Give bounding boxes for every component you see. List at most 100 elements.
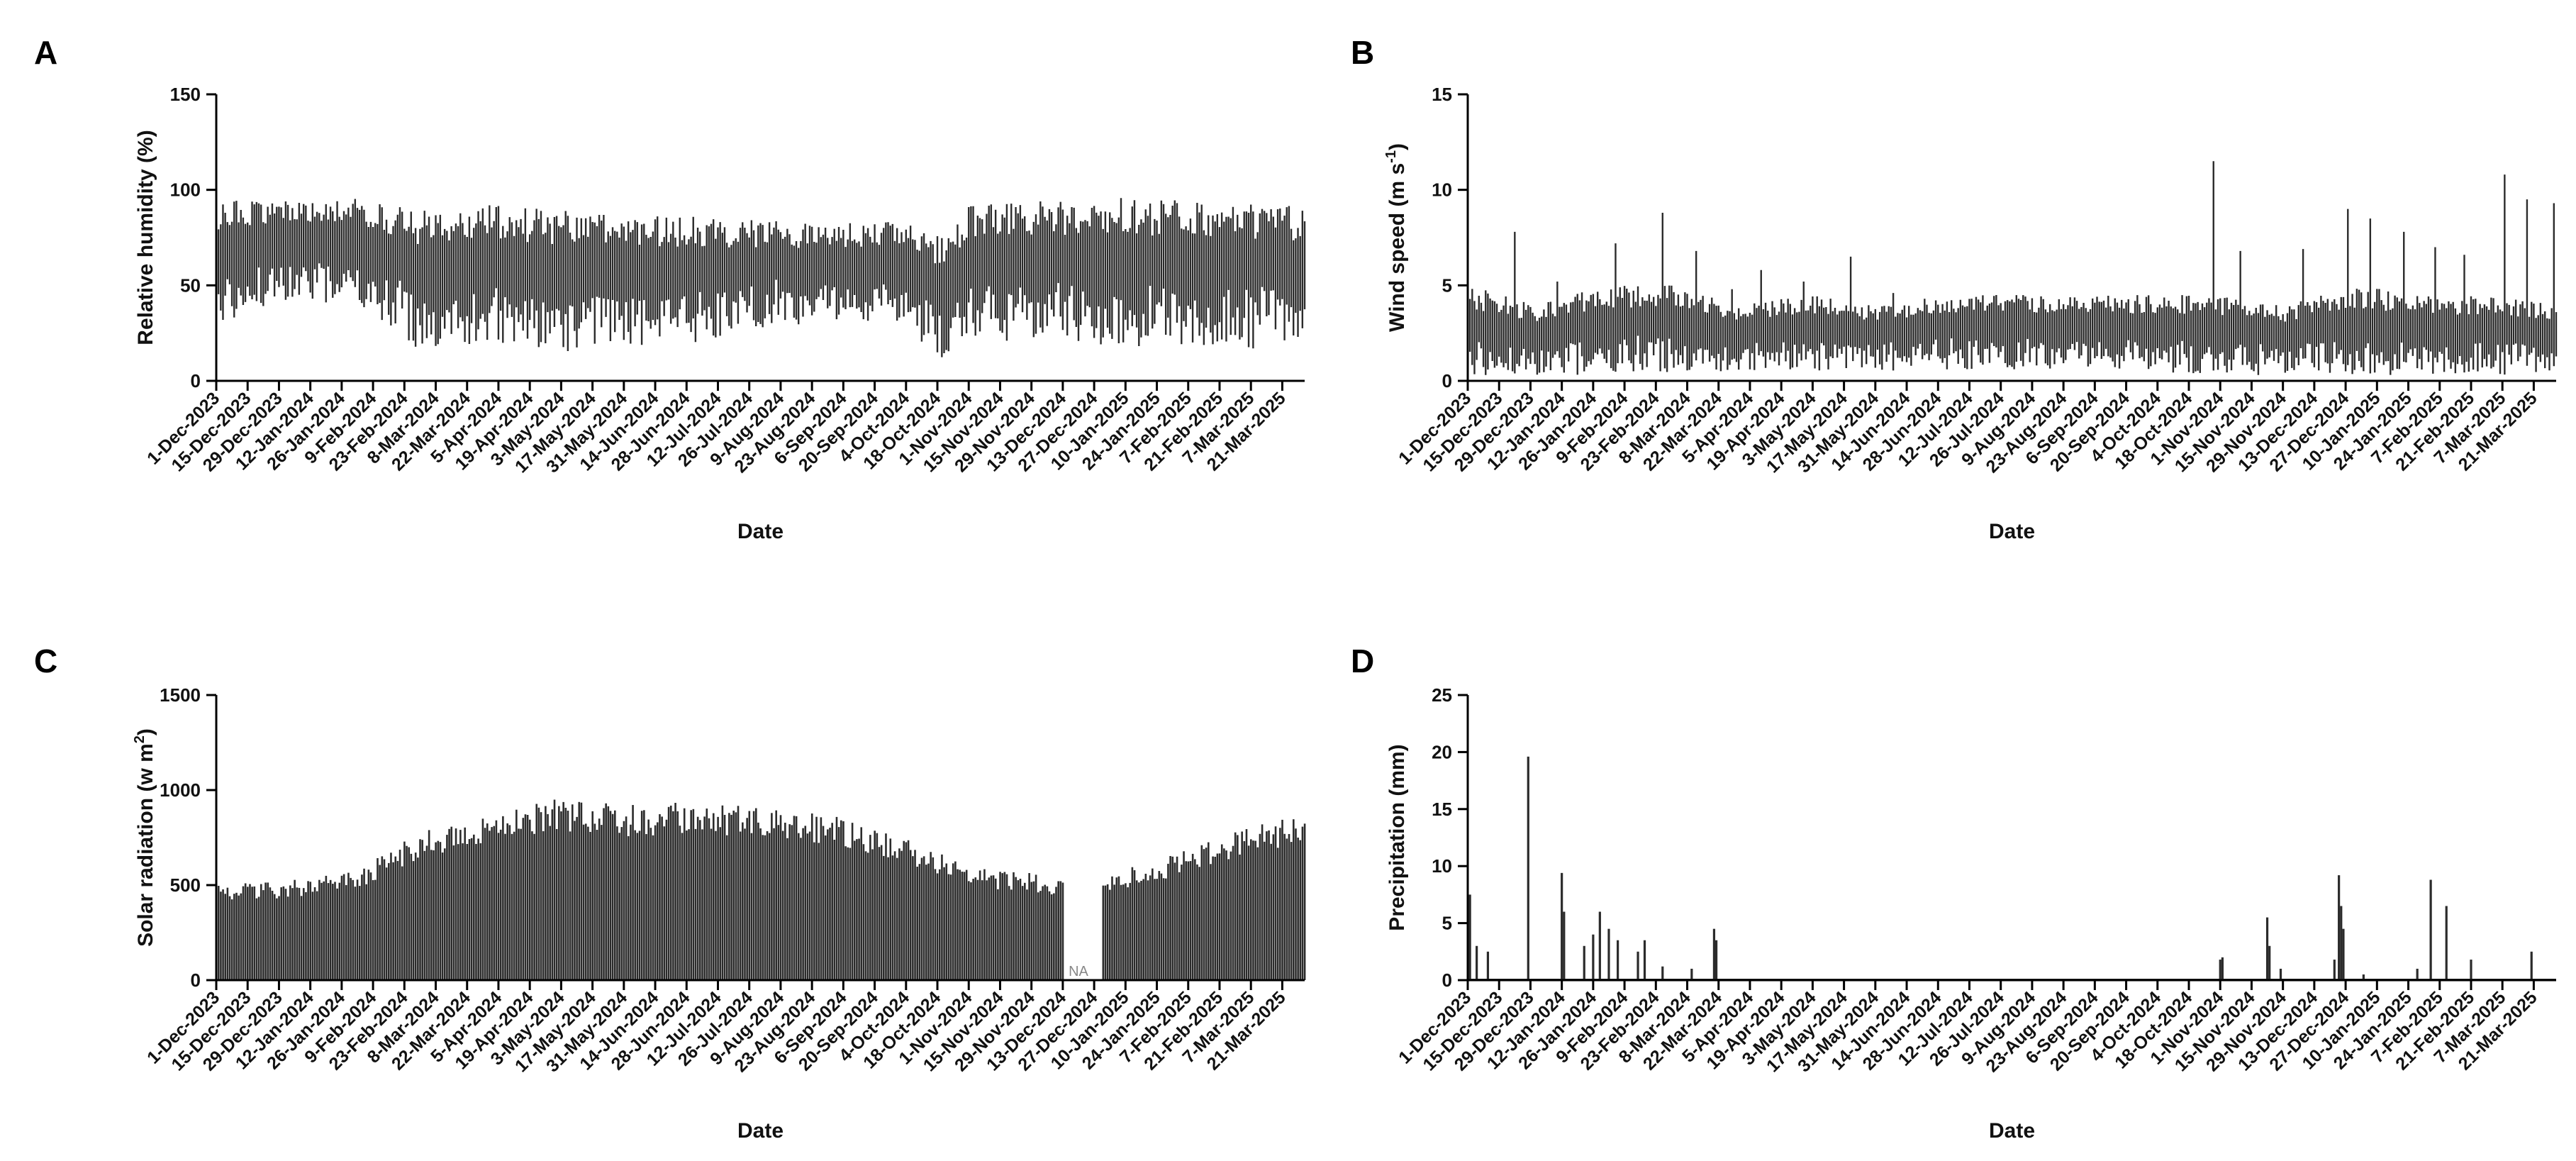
daily-bar	[603, 808, 605, 980]
daily-bar	[625, 816, 628, 980]
daily-bar	[1283, 833, 1286, 980]
daily-bar	[596, 830, 598, 980]
daily-bar	[916, 866, 918, 980]
daily-bar	[325, 875, 328, 980]
daily-bar	[654, 825, 657, 980]
daily-bar	[1117, 876, 1120, 980]
daily-bar	[1225, 850, 1227, 980]
daily-bar	[963, 872, 966, 980]
daily-bar	[601, 825, 603, 980]
daily-bar	[251, 887, 253, 980]
daily-bar	[970, 882, 972, 980]
daily-bar	[808, 831, 811, 980]
daily-bar	[878, 847, 881, 980]
daily-bar	[1142, 879, 1144, 980]
daily-bar	[663, 826, 666, 980]
daily-bar	[623, 821, 625, 980]
daily-bar	[1185, 861, 1188, 980]
daily-bar	[584, 823, 587, 980]
axes: 0500100015001-Dec-202315-Dec-202329-Dec-…	[132, 684, 1305, 1143]
daily-bar	[1001, 873, 1004, 980]
precip-bar	[1714, 940, 1718, 980]
daily-bar	[1176, 856, 1178, 980]
daily-bar	[795, 816, 798, 980]
precip-bar	[2279, 968, 2282, 980]
y-tick-label: 0	[1442, 970, 1452, 991]
daily-bar	[390, 852, 392, 980]
daily-bar	[249, 884, 251, 980]
daily-bar	[311, 891, 314, 980]
daily-bar	[421, 840, 423, 980]
daily-bar	[553, 799, 556, 980]
daily-bar	[1223, 848, 1225, 980]
daily-bar	[871, 849, 874, 980]
daily-bar	[1243, 841, 1246, 980]
daily-bar	[286, 896, 289, 980]
daily-bar	[377, 857, 379, 980]
daily-bar	[437, 840, 440, 980]
daily-bar	[849, 848, 852, 980]
daily-bar	[533, 833, 535, 980]
daily-bar	[777, 825, 780, 980]
daily-bar	[800, 838, 802, 980]
daily-bar	[775, 810, 778, 980]
daily-bar	[735, 812, 737, 980]
daily-bar	[820, 817, 823, 980]
daily-bar	[278, 896, 280, 980]
daily-bar	[788, 824, 791, 980]
daily-bar	[835, 816, 838, 980]
daily-bar	[1133, 870, 1136, 980]
daily-bar	[627, 835, 630, 980]
daily-bar	[708, 818, 710, 980]
daily-bar	[891, 855, 894, 980]
daily-bar	[1200, 845, 1203, 980]
daily-bar	[1015, 877, 1017, 980]
daily-bar	[813, 842, 815, 980]
daily-bar	[425, 845, 428, 980]
precip-bar	[2338, 875, 2341, 980]
daily-bar	[657, 822, 659, 980]
daily-bar	[316, 891, 318, 980]
daily-bar	[665, 819, 668, 980]
daily-bar	[842, 821, 844, 980]
daily-bar	[491, 827, 493, 980]
daily-bar	[954, 861, 957, 980]
daily-bar	[1270, 843, 1273, 980]
daily-bar	[1046, 886, 1049, 980]
daily-bar	[925, 865, 927, 980]
panel-b: B0510151-Dec-202315-Dec-202329-Dec-20231…	[1351, 34, 2558, 543]
daily-bar	[945, 863, 948, 980]
daily-bar	[282, 886, 285, 980]
daily-bar	[1035, 874, 1037, 980]
daily-bar	[262, 890, 264, 980]
daily-bar	[896, 857, 898, 980]
daily-bar	[439, 842, 442, 980]
daily-bar	[696, 816, 699, 980]
daily-bar	[1245, 829, 1248, 980]
daily-bar	[669, 805, 672, 980]
x-axis-label: Date	[1989, 520, 2035, 543]
daily-bar	[1158, 871, 1161, 980]
daily-bar	[1144, 873, 1147, 980]
y-tick-label: 10	[1432, 179, 1452, 201]
daily-bar	[997, 889, 999, 980]
precip-bar	[2445, 906, 2448, 980]
daily-bar	[309, 882, 312, 980]
daily-bar	[649, 828, 652, 980]
daily-bar	[558, 806, 560, 980]
y-tick-label: 25	[1432, 684, 1452, 706]
daily-bar	[374, 879, 377, 980]
daily-bar	[1196, 864, 1198, 980]
daily-bar	[1127, 887, 1129, 980]
y-tick-label: 15	[1432, 799, 1452, 820]
precip-bar	[2362, 974, 2365, 980]
daily-bar	[903, 840, 905, 980]
precip-bar	[2268, 945, 2271, 980]
daily-bar	[504, 833, 506, 980]
daily-bar	[1286, 838, 1288, 980]
daily-bar	[269, 887, 272, 980]
daily-bar	[240, 893, 242, 980]
daily-bar	[1028, 873, 1030, 980]
daily-bar	[522, 818, 525, 980]
daily-bar	[479, 843, 482, 980]
